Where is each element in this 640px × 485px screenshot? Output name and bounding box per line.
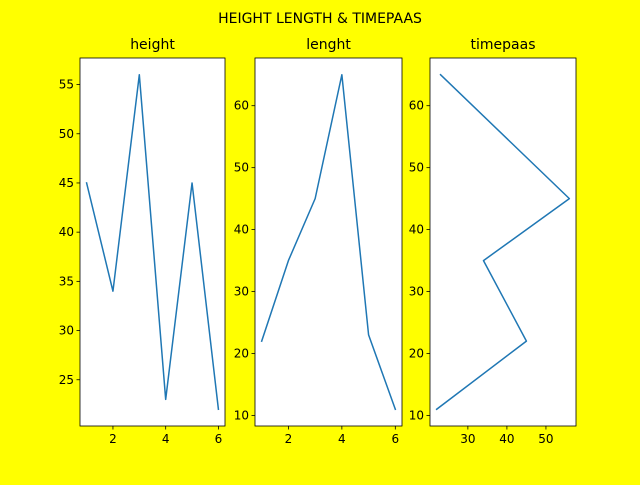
y-tick-label: 30 — [409, 285, 424, 299]
axes-frame — [79, 57, 226, 427]
x-tick-label: 2 — [285, 432, 293, 446]
y-tick-label: 30 — [59, 324, 74, 338]
axes-frame — [429, 57, 577, 427]
axes-background — [430, 58, 576, 426]
y-tick-label: 60 — [409, 99, 424, 113]
y-tick-label: 20 — [409, 347, 424, 361]
subplot-title: timepaas — [471, 37, 536, 53]
x-tick-label: 2 — [109, 432, 117, 446]
series-line — [260, 73, 397, 411]
y-tick-label: 40 — [234, 223, 249, 237]
series-line — [435, 73, 571, 411]
y-tick-label: 40 — [59, 225, 74, 239]
x-tick-label: 6 — [391, 432, 399, 446]
y-tick-label: 45 — [59, 176, 74, 190]
x-tick-label: 6 — [215, 432, 223, 446]
subplot-timepaas: timepaas 30 40 50 10 20 30 40 50 60 — [409, 37, 577, 446]
axes-frame — [254, 57, 403, 427]
y-tick-label: 20 — [234, 347, 249, 361]
subplot-height: height 2 4 6 25 30 35 40 45 50 55 — [59, 37, 226, 446]
x-tick-label: 4 — [162, 432, 170, 446]
subplot-lenght: lenght 2 4 6 10 20 30 40 50 60 — [234, 37, 403, 446]
y-tick-label: 25 — [59, 373, 74, 387]
y-tick-label: 55 — [59, 78, 74, 92]
x-tick-label: 4 — [338, 432, 346, 446]
y-tick-label: 30 — [234, 285, 249, 299]
y-tick-label: 10 — [234, 408, 249, 422]
y-tick-label: 50 — [59, 127, 74, 141]
y-tick-label: 60 — [234, 99, 249, 113]
y-tick-label: 10 — [409, 408, 424, 422]
x-tick-label: 50 — [538, 432, 553, 446]
x-tick-label: 40 — [499, 432, 514, 446]
y-tick-label: 40 — [409, 223, 424, 237]
y-tick-label: 50 — [409, 161, 424, 175]
subplots: height 2 4 6 25 30 35 40 45 50 55 lenght 2 4 6 10 20 30 40… — [59, 37, 577, 446]
subplot-title: lenght — [306, 37, 351, 53]
x-tick-label: 30 — [460, 432, 475, 446]
series-line — [85, 73, 220, 411]
figure-suptitle: HEIGHT LENGTH & TIMEPAAS — [218, 11, 422, 27]
y-tick-label: 50 — [234, 161, 249, 175]
axes-background — [255, 58, 402, 426]
y-tick-label: 35 — [59, 274, 74, 288]
subplot-title: height — [130, 37, 175, 53]
